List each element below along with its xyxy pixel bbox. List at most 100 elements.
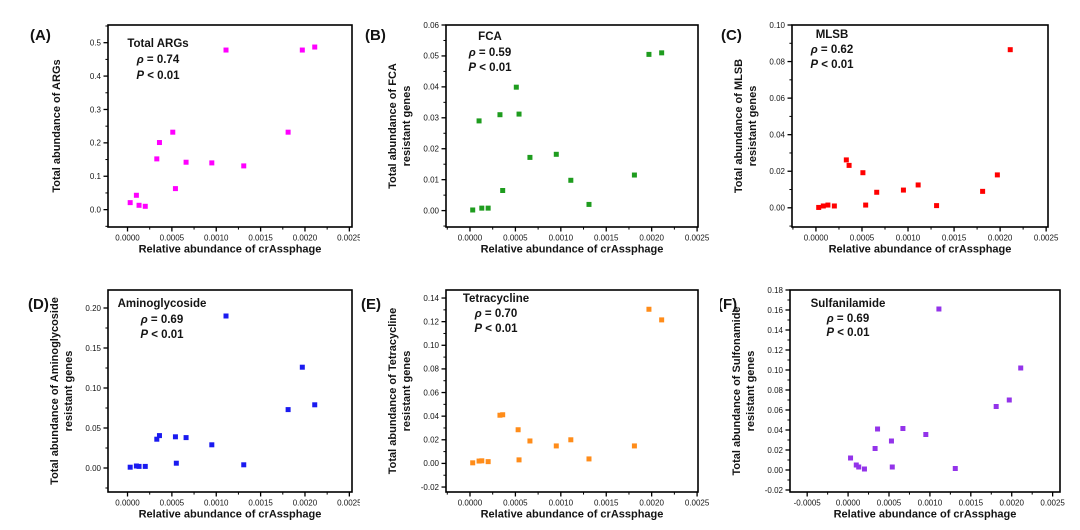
data-point [848, 455, 854, 461]
y-axis-title: Total abundance of FCA [387, 63, 399, 189]
data-points [470, 306, 665, 466]
data-point [142, 203, 148, 209]
y-tick-label: 0.06 [423, 21, 439, 30]
data-point [127, 200, 133, 206]
stats-annotation: Tetracycline ρ = 0.70 P < 0.01 [463, 293, 529, 335]
x-tick-label: 0.0000 [115, 499, 140, 508]
data-point [553, 151, 559, 157]
data-point [923, 432, 929, 437]
panel-title: Sulfanilamide [811, 298, 886, 310]
panel-f: -0.0005 0.0000 0.0005 0.0010 0.0015 0.0020 0.0… [720, 265, 1080, 530]
y-axis: -0.02 0.00 0.02 0.04 0.06 0.08 0.10 0.12 0.14 0.1… [731, 286, 790, 495]
x-tick-label: 0.0005 [850, 234, 875, 243]
x-tick-label: 0.0015 [942, 234, 967, 243]
data-point [136, 202, 142, 208]
data-point [133, 192, 139, 198]
y-tick-label: 0.04 [423, 83, 439, 92]
y-axis-title: Total abundance of Sulfonamide [731, 306, 743, 475]
scatter-plot-d: 0.0000 0.0005 0.0010 0.0015 0.0020 0.0025 Rela… [28, 289, 360, 521]
y-tick-label: 0.06 [767, 406, 783, 415]
y-tick-label: 0.06 [769, 94, 785, 103]
data-points [127, 44, 318, 209]
data-point [476, 458, 482, 464]
y-tick-label: 0.00 [767, 466, 783, 475]
data-point [485, 459, 491, 465]
data-point [527, 438, 533, 444]
rho-value: ρ = 0.69 [140, 314, 183, 326]
data-point [831, 203, 837, 209]
y-tick-label: 0.5 [90, 38, 102, 47]
panel-title: MLSB [816, 29, 849, 41]
x-tick-label: 0.0020 [293, 234, 318, 243]
data-point [516, 457, 522, 463]
data-point [631, 443, 637, 449]
x-tick-label: 0.0000 [458, 234, 483, 243]
y-axis-title: resistant genes [401, 351, 413, 432]
y-tick-label: 0.10 [767, 366, 783, 375]
data-point [843, 157, 849, 163]
data-point [223, 313, 229, 319]
x-tick-label: 0.0015 [959, 499, 984, 508]
data-point [500, 412, 506, 418]
data-point [646, 51, 652, 57]
y-tick-label: -0.02 [421, 483, 440, 492]
data-point [874, 189, 880, 195]
y-tick-label: 0.02 [767, 446, 783, 455]
x-tick-label: 0.0005 [503, 234, 528, 243]
x-tick-label: 0.0025 [337, 234, 360, 243]
p-value: P < 0.01 [468, 62, 512, 74]
data-point [170, 129, 176, 135]
data-point [497, 412, 503, 418]
data-point [553, 443, 559, 449]
panel-letter: (F) [720, 296, 737, 313]
data-point [631, 172, 637, 178]
stats-annotation: MLSB ρ = 0.62 P < 0.01 [810, 29, 854, 71]
panel-b: 0.0000 0.0005 0.0010 0.0015 0.0020 0.0025 Rela… [360, 0, 720, 265]
y-tick-label: 0.12 [767, 346, 783, 355]
x-axis: 0.0000 0.0005 0.0010 0.0015 0.0020 0.0025 Rela… [115, 492, 360, 521]
x-tick-label: 0.0005 [160, 234, 185, 243]
x-tick-label: 0.0015 [594, 499, 619, 508]
plot-border [445, 24, 699, 228]
plot-border [107, 289, 353, 493]
x-axis-title: Relative abundance of crAssphage [834, 509, 1017, 521]
data-point [659, 317, 665, 323]
scatter-plot-c: 0.0000 0.0005 0.0010 0.0015 0.0020 0.0025 Rela… [721, 21, 1059, 256]
data-point [241, 462, 247, 468]
panel-letter: (B) [365, 27, 386, 44]
x-tick-label: 0.0025 [1040, 499, 1065, 508]
panel-d: 0.0000 0.0005 0.0010 0.0015 0.0020 0.0025 Rela… [0, 265, 360, 530]
data-point [872, 446, 878, 451]
plot-border [445, 289, 699, 493]
x-tick-label: 0.0005 [160, 499, 185, 508]
data-point [285, 407, 291, 413]
data-point [299, 364, 305, 370]
data-point [223, 47, 229, 53]
y-axis-title: resistant genes [63, 351, 75, 432]
data-point [993, 404, 999, 409]
panel-letter: (D) [28, 296, 49, 313]
p-value: P < 0.01 [826, 327, 870, 339]
x-tick-label: 0.0005 [503, 499, 528, 508]
y-tick-label: 0.00 [423, 206, 439, 215]
data-point [209, 442, 215, 448]
data-points [816, 47, 1013, 210]
scatter-plot-e: 0.0000 0.0005 0.0010 0.0015 0.0020 0.0025 Rela… [361, 289, 710, 521]
y-axis: 0.00 0.02 0.04 0.06 0.08 0.10 Total abundance … [733, 21, 792, 227]
x-tick-label: -0.0005 [794, 499, 822, 508]
rho-value: ρ = 0.59 [468, 47, 511, 59]
x-tick-label: 0.0000 [836, 499, 861, 508]
y-axis-title: Total abundance of Tetracycline [387, 308, 399, 474]
data-point [127, 464, 133, 470]
data-point [500, 187, 506, 193]
x-tick-label: 0.0015 [594, 234, 619, 243]
y-axis-title: Total abundance of ARGs [51, 59, 63, 192]
rho-value: ρ = 0.74 [136, 54, 180, 66]
rho-value: ρ = 0.69 [826, 313, 869, 325]
data-point [156, 140, 162, 146]
panel-c: 0.0000 0.0005 0.0010 0.0015 0.0020 0.0025 Rela… [720, 0, 1080, 265]
panel-title: Tetracycline [463, 293, 529, 305]
y-tick-label: 0.0 [90, 205, 102, 214]
x-tick-label: 0.0010 [549, 499, 574, 508]
data-point [515, 427, 521, 433]
